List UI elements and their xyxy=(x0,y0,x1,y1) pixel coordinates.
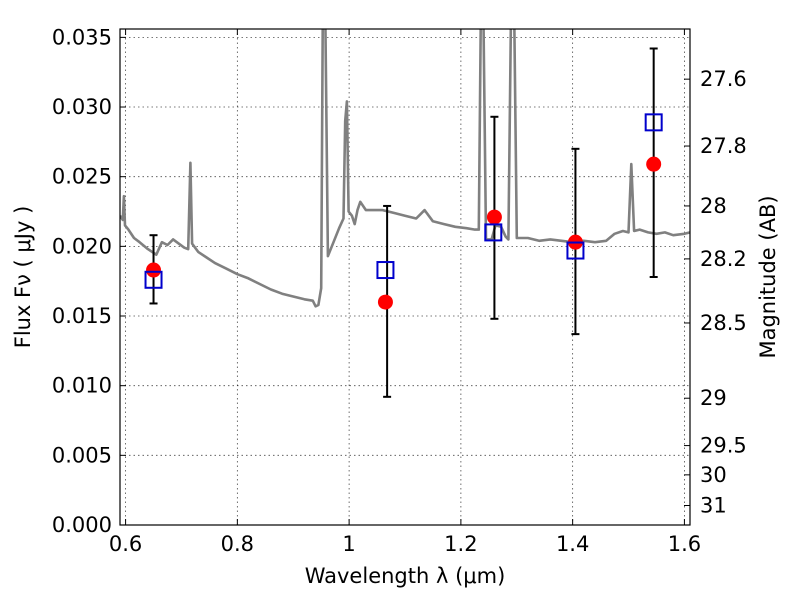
y-tick-label: 0.025 xyxy=(52,165,112,189)
model-flux-square xyxy=(566,241,585,260)
y2-tick-label: 31 xyxy=(700,493,727,517)
plot-frame xyxy=(119,28,691,526)
y-tick-label: 0.030 xyxy=(52,95,112,119)
y-tick-label: 0.000 xyxy=(52,513,112,537)
grid-lines xyxy=(120,29,690,525)
observed-flux-point xyxy=(486,209,502,225)
y-tick-label: 0.020 xyxy=(52,234,112,258)
y2-axis-label: Magnitude (AB) xyxy=(756,195,780,358)
x-tick-label: 1.4 xyxy=(556,532,589,556)
model-flux-square xyxy=(144,270,163,289)
x-tick-label: 0.8 xyxy=(221,532,254,556)
y2-tick-label: 27.6 xyxy=(700,67,747,91)
y-tick-label: 0.015 xyxy=(52,304,112,328)
y-tick-label: 0.010 xyxy=(52,374,112,398)
observed-flux-point xyxy=(646,156,662,172)
y-tick-label: 0.035 xyxy=(52,25,112,49)
y2-tick-label: 28.2 xyxy=(700,247,747,271)
y2-tick-label: 29 xyxy=(700,386,727,410)
x-axis-label: Wavelength λ (μm) xyxy=(305,564,506,588)
x-tick-label: 1.2 xyxy=(444,532,477,556)
x-tick-label: 0.6 xyxy=(109,532,142,556)
model-flux-square xyxy=(644,113,663,132)
y-tick-label: 0.005 xyxy=(52,443,112,467)
x-tick-label: 1.6 xyxy=(668,532,701,556)
y2-tick-label: 30 xyxy=(700,463,727,487)
model-flux-square xyxy=(484,223,503,242)
observed-flux-point xyxy=(146,262,162,278)
plot-area xyxy=(120,29,690,398)
x-tick-label: 1 xyxy=(342,532,355,556)
model-flux-square xyxy=(376,261,395,280)
y2-tick-label: 28 xyxy=(700,194,727,218)
y2-tick-label: 29.5 xyxy=(700,434,747,458)
axis-ticks: 0.6 0.8 1 1.2 1.4 1.6 0.000 0.005 0.010 0.015 0.02… xyxy=(52,25,747,556)
y2-tick-label: 27.8 xyxy=(700,134,747,158)
y2-tick-label: 28.5 xyxy=(700,311,747,335)
observed-flux-point xyxy=(377,294,393,310)
template-spectrum-line xyxy=(120,29,690,308)
y-axis-label: Flux Fν ( μJy ) xyxy=(11,206,35,349)
